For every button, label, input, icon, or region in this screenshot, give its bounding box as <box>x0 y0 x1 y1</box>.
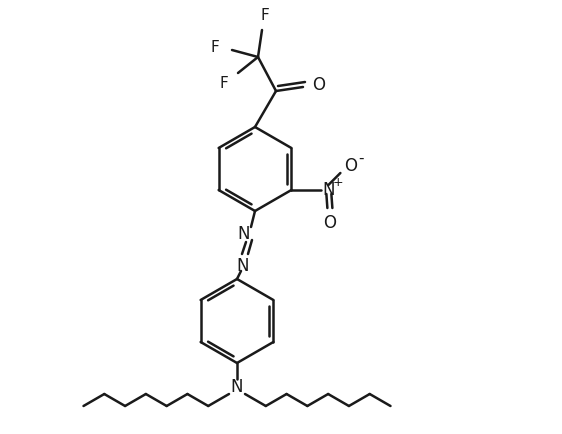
Text: F: F <box>261 9 269 23</box>
Text: O: O <box>344 157 357 175</box>
Text: N: N <box>237 257 250 275</box>
Text: N: N <box>238 225 250 243</box>
Text: N: N <box>322 181 334 199</box>
Text: +: + <box>333 175 344 188</box>
Text: O: O <box>323 214 336 232</box>
Text: O: O <box>312 76 325 94</box>
Text: N: N <box>231 378 243 396</box>
Text: -: - <box>359 151 364 165</box>
Text: F: F <box>220 76 228 91</box>
Text: F: F <box>211 40 219 56</box>
